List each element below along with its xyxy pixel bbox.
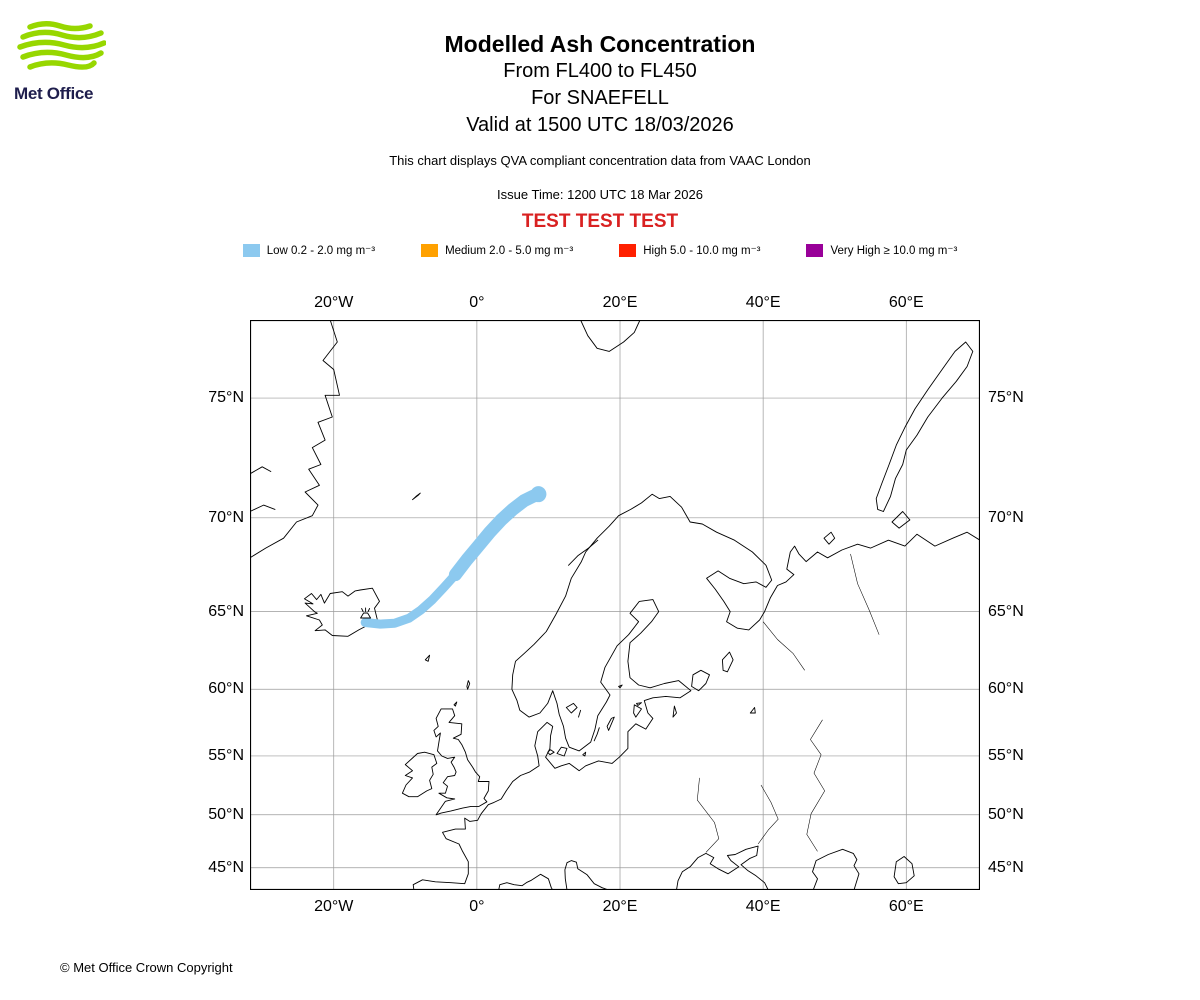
chart-title: Modelled Ash Concentration: [444, 31, 756, 57]
issue-time: Issue Time: 1200 UTC 18 Mar 2026: [497, 187, 703, 202]
legend-item-high: High 5.0 - 10.0 mg m⁻³: [619, 243, 760, 257]
lat-tick-left: 75°N: [208, 389, 244, 407]
lat-tick-right: 65°N: [988, 602, 1024, 620]
met-office-logo: Met Office: [14, 20, 124, 104]
lat-tick-right: 70°N: [988, 508, 1024, 526]
test-banner: TEST TEST TEST: [521, 211, 679, 232]
chart-header: Modelled Ash Concentration From FL400 to…: [0, 30, 1200, 233]
legend-item-very-high: Very High ≥ 10.0 mg m⁻³: [806, 243, 957, 257]
copyright: © Met Office Crown Copyright: [60, 960, 233, 975]
lon-tick-top: 60°E: [888, 294, 924, 311]
legend-label-medium: Medium 2.0 - 5.0 mg m⁻³: [445, 245, 574, 257]
lat-tick-right: 75°N: [988, 389, 1024, 407]
ash-plume-low-wide-section: [448, 487, 545, 582]
legend-label-very-high: Very High ≥ 10.0 mg m⁻³: [830, 245, 958, 257]
met-office-logo-text: Met Office: [14, 84, 94, 103]
lat-tick-right: 55°N: [988, 746, 1024, 764]
coastlines: [250, 320, 980, 890]
lon-tick-bottom: 20°W: [314, 898, 354, 915]
lat-tick-left: 50°N: [208, 805, 244, 823]
qva-description: This chart displays QVA compliant concen…: [389, 153, 811, 168]
lat-tick-left: 60°N: [208, 680, 244, 698]
legend: Low 0.2 - 2.0 mg m⁻³ Medium 2.0 - 5.0 mg …: [0, 243, 1200, 257]
legend-label-high: High 5.0 - 10.0 mg m⁻³: [643, 245, 761, 257]
lat-tick-left: 45°N: [208, 858, 244, 876]
legend-swatch-medium: [421, 243, 439, 257]
lat-tick-left: 70°N: [208, 508, 244, 526]
valid-time-subtitle: Valid at 1500 UTC 18/03/2026: [466, 114, 734, 136]
rivers: [697, 553, 880, 853]
lon-tick-bottom: 0°: [469, 898, 485, 915]
lat-tick-right: 50°N: [988, 805, 1024, 823]
lon-tick-bottom: 60°E: [888, 898, 924, 915]
legend-label-low: Low 0.2 - 2.0 mg m⁻³: [266, 245, 376, 257]
lon-tick-top: 0°: [469, 294, 485, 311]
lon-tick-top: 40°E: [745, 294, 781, 311]
lat-tick-right: 45°N: [988, 858, 1024, 876]
volcano-marker-snaefell: [360, 607, 372, 619]
lon-tick-bottom: 20°E: [602, 898, 638, 915]
lon-tick-bottom: 40°E: [745, 898, 781, 915]
lat-tick-left: 65°N: [208, 602, 244, 620]
legend-swatch-high: [619, 243, 637, 257]
flight-level-subtitle: From FL400 to FL450: [503, 60, 697, 82]
grid-lines: [250, 320, 980, 890]
legend-item-medium: Medium 2.0 - 5.0 mg m⁻³: [421, 243, 573, 257]
map-area: [250, 320, 980, 890]
lon-tick-top: 20°E: [602, 294, 638, 311]
ash-plume-low-head: [530, 486, 547, 503]
lat-tick-left: 55°N: [208, 746, 244, 764]
legend-swatch-low: [242, 243, 260, 257]
volcano-subtitle: For SNAEFELL: [531, 87, 669, 109]
lon-tick-top: 20°W: [314, 294, 354, 311]
map-border: [250, 320, 980, 890]
map-canvas: [250, 320, 980, 890]
met-office-logo-waves: [17, 21, 107, 70]
legend-item-low: Low 0.2 - 2.0 mg m⁻³: [242, 243, 376, 257]
lat-tick-right: 60°N: [988, 680, 1024, 698]
legend-swatch-very-high: [806, 243, 824, 257]
